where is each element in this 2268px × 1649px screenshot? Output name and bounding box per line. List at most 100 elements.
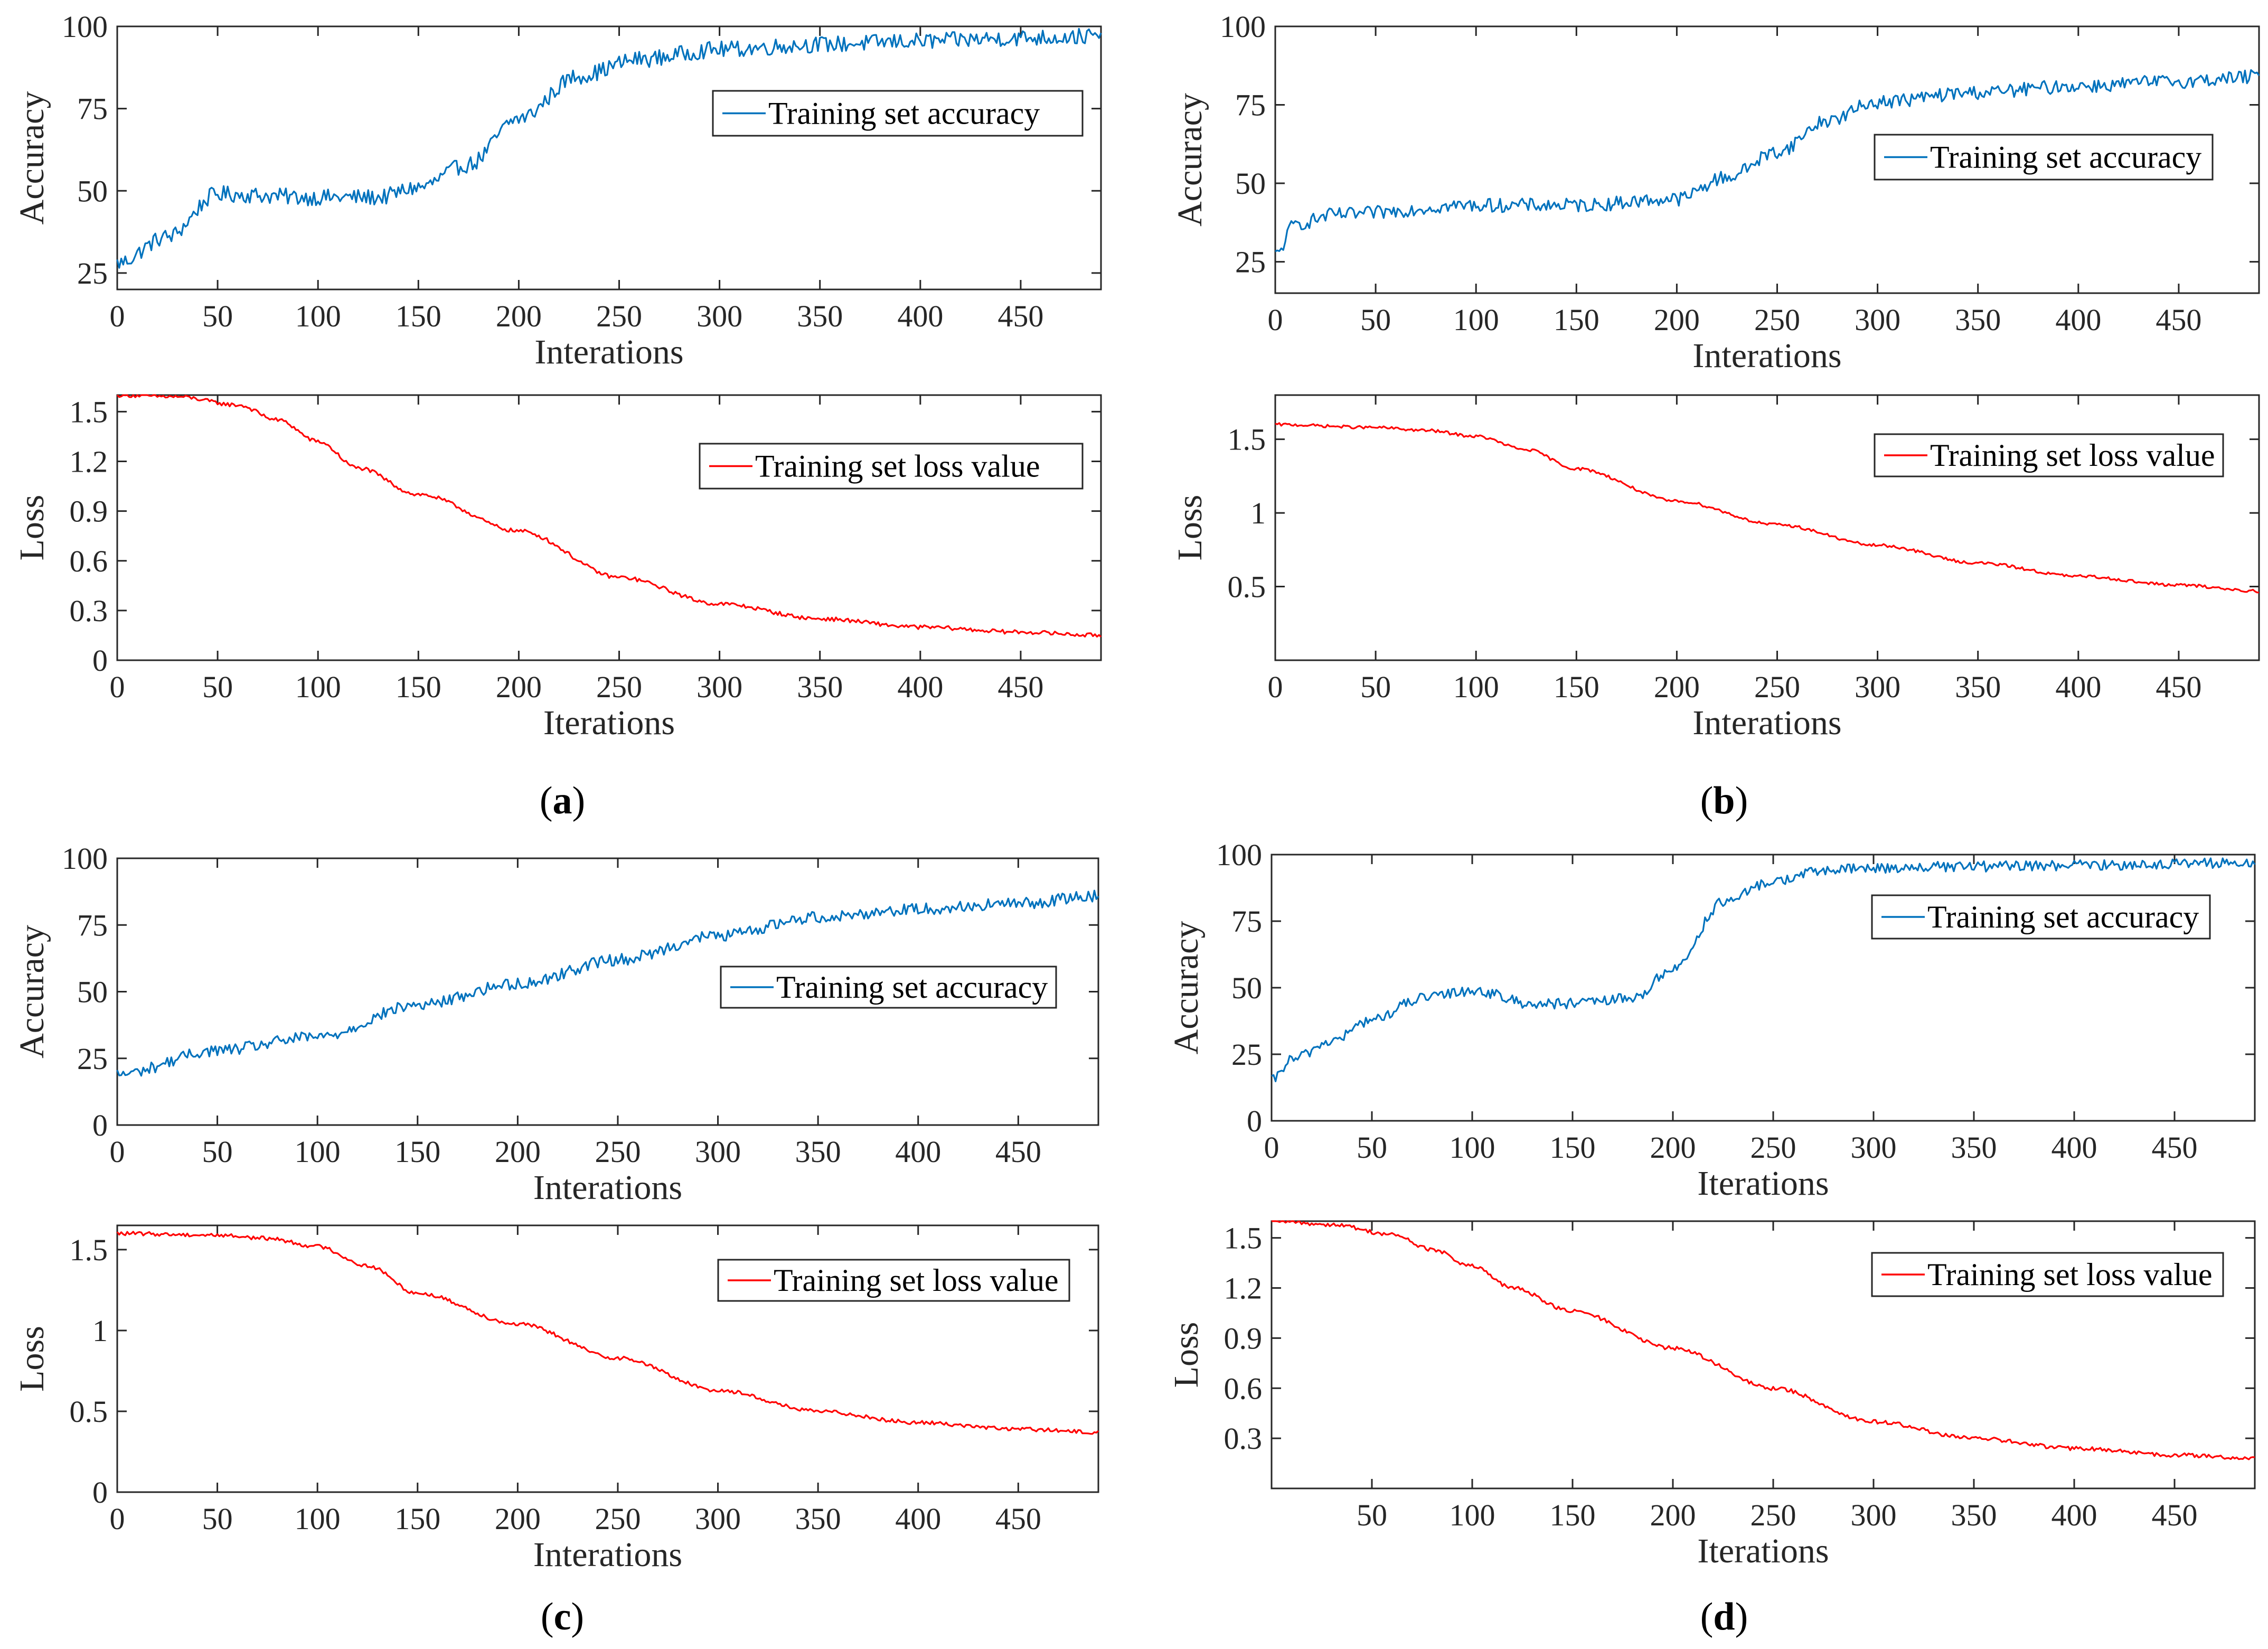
x-tick-label: 350 <box>1955 670 2001 704</box>
y-tick-label: 1.5 <box>1224 1221 1263 1256</box>
legend-box <box>717 1259 1070 1302</box>
x-tick-label: 50 <box>1357 1498 1387 1532</box>
x-tick-label: 400 <box>2051 1498 2097 1532</box>
x-tick-label: 400 <box>897 670 943 704</box>
legend-label: Training set loss value <box>1930 438 2215 473</box>
panel-label-open: ( <box>1700 779 1714 822</box>
x-tick-label: 450 <box>995 1135 1041 1169</box>
x-tick-label: 300 <box>1855 303 1900 337</box>
x-tick-label: 50 <box>1360 670 1391 704</box>
x-tick-label: 150 <box>1550 1130 1596 1165</box>
y-tick-label: 0 <box>1247 1104 1262 1138</box>
y-tick-label: 0.6 <box>1224 1371 1263 1406</box>
series-line <box>1275 69 2260 252</box>
x-tick-label: 200 <box>496 670 542 704</box>
x-tick-label: 50 <box>1357 1130 1387 1165</box>
x-tick-label: 0 <box>1264 1130 1279 1165</box>
x-tick-label: 250 <box>1751 1498 1796 1532</box>
legend-box <box>1874 134 2214 181</box>
x-tick-label: 100 <box>295 1502 341 1536</box>
x-tick-label: 200 <box>496 299 542 333</box>
panel-label-letter: b <box>1713 779 1735 822</box>
x-tick-label: 50 <box>202 299 233 333</box>
y-axis-label: Loss <box>13 1326 51 1392</box>
x-tick-label: 200 <box>1654 670 1700 704</box>
y-tick-label: 0.9 <box>70 494 108 529</box>
legend: Training set loss value <box>699 443 1084 490</box>
panel-label-open: ( <box>541 1595 554 1638</box>
y-tick-label: 75 <box>1231 904 1262 939</box>
legend-box <box>1874 433 2224 477</box>
x-axis-label: Interations <box>533 1168 682 1207</box>
panel-label-b: (b) <box>1700 779 1748 822</box>
panel-label-close: ) <box>571 1595 584 1638</box>
panel-label-close: ) <box>1735 779 1748 822</box>
legend-label: Training set accuracy <box>776 970 1048 1005</box>
y-tick-label: 0.5 <box>70 1394 108 1429</box>
plot-area <box>116 25 1102 291</box>
y-axis-label: Loss <box>1171 495 1209 561</box>
y-axis-label: Accuracy <box>1171 93 1209 227</box>
legend: Training set accuracy <box>720 966 1057 1009</box>
y-tick-label: 25 <box>77 1042 108 1076</box>
y-axis-label: Accuracy <box>13 925 51 1058</box>
x-tick-label: 0 <box>110 670 125 704</box>
y-tick-label: 0 <box>92 643 108 678</box>
panel-label-letter: c <box>554 1595 571 1638</box>
y-tick-label: 1 <box>92 1314 108 1348</box>
x-tick-label: 450 <box>2156 670 2201 704</box>
x-tick-label: 400 <box>2055 670 2101 704</box>
legend-label: Training set loss value <box>1927 1257 2212 1292</box>
y-tick-label: 1.2 <box>1224 1271 1263 1306</box>
x-tick-label: 0 <box>1268 670 1283 704</box>
y-tick-label: 25 <box>1231 1037 1262 1072</box>
legend-label: Training set accuracy <box>1927 900 2199 934</box>
y-tick-label: 0 <box>92 1475 108 1510</box>
y-tick-label: 0.9 <box>1224 1321 1263 1355</box>
y-tick-label: 25 <box>77 256 108 291</box>
panel-label-close: ) <box>572 779 586 822</box>
x-tick-label: 100 <box>1450 1498 1495 1532</box>
legend-box <box>720 966 1057 1009</box>
x-tick-label: 0 <box>110 1135 125 1169</box>
panel-label-open: ( <box>1700 1595 1714 1638</box>
legend-label: Training set loss value <box>755 449 1040 484</box>
x-tick-label: 100 <box>1450 1130 1495 1165</box>
legend: Training set loss value <box>1874 433 2224 477</box>
panel-label-a: (a) <box>540 779 585 822</box>
x-tick-label: 300 <box>695 1502 741 1536</box>
x-tick-label: 150 <box>1554 303 1599 337</box>
series-line <box>116 27 1102 269</box>
x-tick-label: 450 <box>997 299 1043 333</box>
y-tick-label: 50 <box>77 975 108 1009</box>
y-tick-label: 1.5 <box>1228 423 1266 457</box>
x-tick-label: 0 <box>110 1502 125 1536</box>
legend: Training set loss value <box>717 1259 1070 1302</box>
x-tick-label: 250 <box>596 670 642 704</box>
x-tick-label: 250 <box>595 1135 641 1169</box>
x-tick-label: 300 <box>1855 670 1900 704</box>
x-tick-label: 50 <box>202 1135 233 1169</box>
y-tick-label: 75 <box>77 908 108 942</box>
x-tick-label: 450 <box>997 670 1043 704</box>
series-line <box>116 394 1102 638</box>
x-tick-label: 400 <box>2051 1130 2097 1165</box>
x-tick-label: 150 <box>394 1502 440 1536</box>
x-tick-label: 0 <box>110 299 125 333</box>
x-tick-label: 100 <box>295 299 341 333</box>
x-axis-label: Interations <box>1692 704 1841 742</box>
x-axis-label: Interations <box>533 1535 682 1574</box>
legend-label: Training set accuracy <box>1930 140 2201 175</box>
chart-c-accuracy: 0 50 100 150 200 250 300 350 400 450 0 25 50 75 100 Int… <box>13 841 1099 1207</box>
x-tick-label: 250 <box>1754 303 1800 337</box>
x-tick-label: 300 <box>697 299 742 333</box>
chart-b-accuracy: 0 50 100 150 200 250 300 350 400 450 25 50 75 100 Inte… <box>1171 10 2260 375</box>
x-tick-label: 400 <box>895 1502 941 1536</box>
y-tick-label: 1.5 <box>70 1233 108 1267</box>
plot-area <box>116 394 1102 661</box>
y-tick-label: 0.6 <box>70 544 108 578</box>
y-tick-label: 75 <box>77 92 108 126</box>
chart-a-accuracy: 0 50 100 150 200 250 300 350 400 450 25 50 75 100 Inte… <box>13 10 1102 371</box>
series-line <box>116 889 1099 1077</box>
